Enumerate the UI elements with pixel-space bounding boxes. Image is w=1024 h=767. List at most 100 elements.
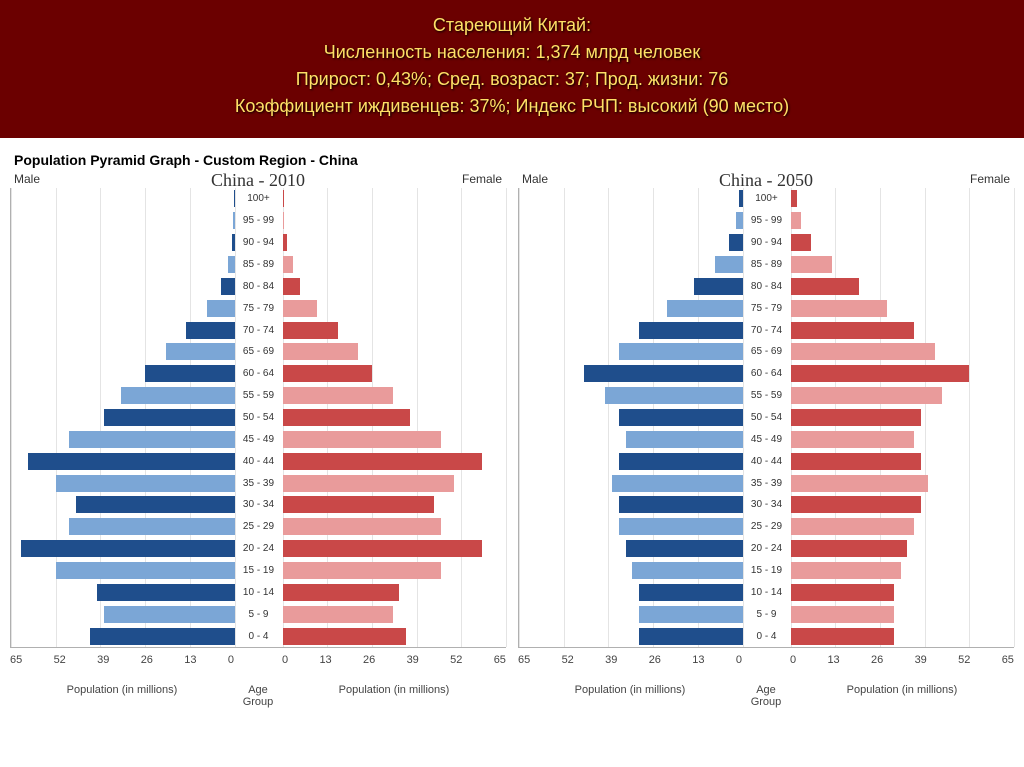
male-bar — [639, 628, 742, 645]
female-bar — [283, 453, 482, 470]
age-row: 35 - 39 — [11, 472, 506, 494]
x-tick: 52 — [450, 654, 462, 666]
age-row: 30 - 34 — [519, 494, 1014, 516]
male-bar — [694, 278, 742, 295]
age-label: 0 - 4 — [743, 631, 791, 642]
age-label: 25 - 29 — [235, 521, 283, 532]
age-label: 90 - 94 — [235, 237, 283, 248]
age-row: 60 - 64 — [11, 363, 506, 385]
male-bar — [228, 256, 235, 273]
x-label-left: Population (in millions) — [10, 684, 234, 708]
age-label: 0 - 4 — [235, 631, 283, 642]
x-tick: 65 — [10, 654, 22, 666]
female-bar — [791, 540, 908, 557]
female-bar — [283, 256, 293, 273]
age-row: 85 - 89 — [519, 254, 1014, 276]
age-label: 100+ — [743, 193, 791, 204]
age-label: 85 - 89 — [743, 259, 791, 270]
age-row: 35 - 39 — [519, 472, 1014, 494]
age-row: 40 - 44 — [11, 450, 506, 472]
age-row: 20 - 24 — [519, 538, 1014, 560]
male-bar — [56, 562, 235, 579]
male-bar — [104, 409, 235, 426]
female-bar — [791, 234, 812, 251]
male-bar — [626, 431, 743, 448]
x-tick: 52 — [562, 654, 574, 666]
x-tick: 65 — [494, 654, 506, 666]
female-bar — [283, 278, 300, 295]
x-label-right: Population (in millions) — [790, 684, 1014, 708]
age-label: 20 - 24 — [235, 543, 283, 554]
male-bar — [626, 540, 743, 557]
male-bar — [56, 475, 235, 492]
male-bar — [619, 496, 743, 513]
female-bar — [791, 628, 894, 645]
x-tick: 39 — [605, 654, 617, 666]
age-row: 70 - 74 — [11, 319, 506, 341]
age-label: 90 - 94 — [743, 237, 791, 248]
chart-area: 100+95 - 9990 - 9485 - 8980 - 8475 - 797… — [518, 188, 1014, 648]
male-bar — [612, 475, 743, 492]
age-row: 45 - 49 — [519, 428, 1014, 450]
female-bar — [791, 431, 915, 448]
age-row: 0 - 4 — [11, 625, 506, 647]
age-label: 50 - 54 — [235, 412, 283, 423]
age-label: 60 - 64 — [743, 368, 791, 379]
age-row: 10 - 14 — [11, 581, 506, 603]
female-bar — [791, 584, 894, 601]
x-tick: 13 — [184, 654, 196, 666]
age-label: 15 - 19 — [743, 565, 791, 576]
female-bar — [283, 431, 441, 448]
age-label: 20 - 24 — [743, 543, 791, 554]
age-label: 55 - 59 — [235, 390, 283, 401]
age-label: 55 - 59 — [743, 390, 791, 401]
x-tick: 13 — [692, 654, 704, 666]
x-tick: 52 — [958, 654, 970, 666]
age-label: 5 - 9 — [743, 609, 791, 620]
age-label: 75 - 79 — [235, 303, 283, 314]
age-row: 55 - 59 — [11, 385, 506, 407]
age-row: 25 - 29 — [519, 516, 1014, 538]
age-row: 100+ — [519, 188, 1014, 210]
header-line-2: Численность населения: 1,374 млрд челове… — [20, 39, 1004, 66]
male-bar — [605, 387, 743, 404]
age-label: 95 - 99 — [235, 215, 283, 226]
age-label: 80 - 84 — [743, 281, 791, 292]
age-row: 95 - 99 — [11, 210, 506, 232]
age-label: 60 - 64 — [235, 368, 283, 379]
male-bar — [736, 212, 743, 229]
male-bar — [76, 496, 234, 513]
age-row: 60 - 64 — [519, 363, 1014, 385]
age-label: 10 - 14 — [235, 587, 283, 598]
age-label: 25 - 29 — [743, 521, 791, 532]
age-row: 90 - 94 — [11, 232, 506, 254]
age-label: 30 - 34 — [235, 499, 283, 510]
male-bar — [166, 343, 235, 360]
x-label-mid: Age Group — [234, 684, 282, 708]
age-label: 15 - 19 — [235, 565, 283, 576]
pyramid-panels: MaleFemaleChina - 2010100+95 - 9990 - 94… — [0, 172, 1024, 708]
age-label: 50 - 54 — [743, 412, 791, 423]
age-label: 70 - 74 — [235, 325, 283, 336]
male-bar — [104, 606, 235, 623]
x-tick: 0 — [282, 654, 288, 666]
slide-header: Стареющий Китай: Численность населения: … — [0, 0, 1024, 138]
chart-area: 100+95 - 9990 - 9485 - 8980 - 8475 - 797… — [10, 188, 506, 648]
male-bar — [667, 300, 743, 317]
female-bar — [791, 409, 922, 426]
female-bar — [791, 475, 929, 492]
female-bar — [283, 584, 400, 601]
female-bar — [283, 518, 441, 535]
age-row: 5 - 9 — [11, 603, 506, 625]
age-row: 20 - 24 — [11, 538, 506, 560]
age-row: 70 - 74 — [519, 319, 1014, 341]
age-row: 100+ — [11, 188, 506, 210]
male-bar — [619, 518, 743, 535]
x-tick: 39 — [407, 654, 419, 666]
age-label: 5 - 9 — [235, 609, 283, 620]
age-row: 5 - 9 — [519, 603, 1014, 625]
female-bar — [283, 212, 285, 229]
female-bar — [791, 256, 832, 273]
male-bar — [28, 453, 234, 470]
age-label: 45 - 49 — [235, 434, 283, 445]
